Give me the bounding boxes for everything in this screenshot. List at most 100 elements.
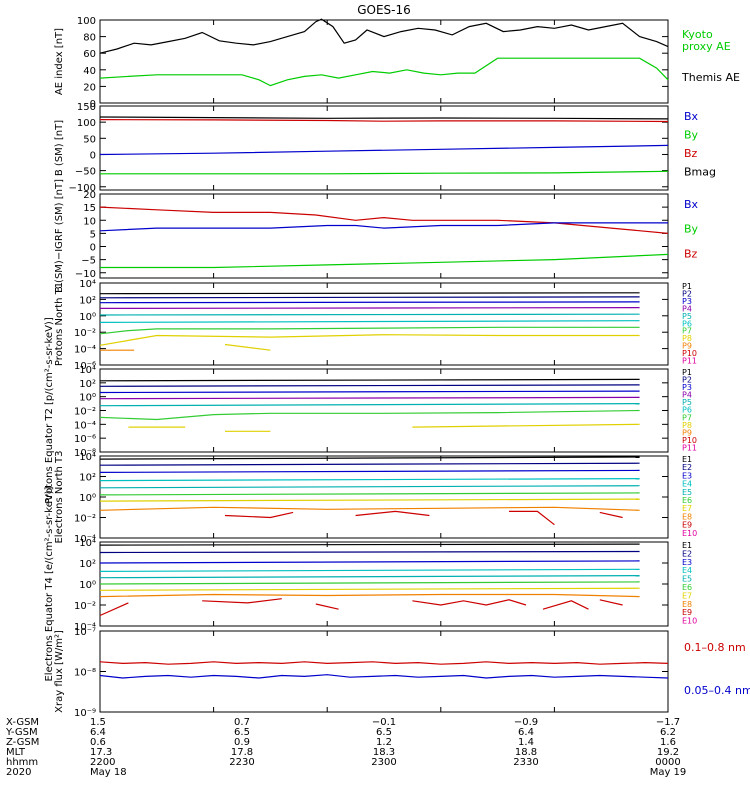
panel-frame	[99, 368, 669, 453]
xaxis-value: May 18	[90, 767, 127, 778]
series-line-by	[100, 170, 669, 175]
panel-7: 10⁻⁴ 10⁻² 10⁰ 10² 10⁴ Electrons Equator T4 [e…	[44, 486, 697, 681]
legend-label: proxy AE	[682, 40, 731, 53]
series-line-e1	[99, 456, 640, 460]
legend-label: Bx	[684, 110, 699, 123]
xaxis-value: 19.2	[657, 747, 679, 758]
y-tick-label: 10⁻⁸	[74, 668, 96, 679]
legend-label: E5	[682, 488, 692, 497]
legend-label: E6	[682, 583, 692, 592]
legend-label: P8	[682, 421, 692, 430]
y-tick-label: 5	[90, 229, 96, 240]
series-line-bmag	[99, 116, 669, 120]
xaxis-value: 2300	[371, 757, 396, 768]
y-tick-label: 0	[90, 243, 96, 254]
legend-label: P5	[682, 312, 692, 321]
xaxis-value: 2230	[229, 757, 254, 768]
y-tick-label: 10⁰	[79, 312, 96, 323]
y-tick-label: −10	[75, 269, 96, 280]
y-tick-label: 10⁻²	[74, 328, 96, 339]
legend-label: E7	[682, 504, 692, 513]
y-tick-label: 20	[83, 190, 96, 201]
series-line-e5	[99, 574, 640, 579]
legend-label: Themis AE	[681, 71, 740, 84]
legend-label: E3	[682, 558, 692, 567]
series-line-e9c	[315, 603, 339, 610]
y-tick-label: 10⁻²	[74, 514, 96, 525]
xaxis-value: 2330	[513, 757, 538, 768]
series-line-0-1-0-8-nm	[99, 661, 669, 665]
y-tick-label: 100	[77, 118, 96, 129]
series-line-themis-ae	[99, 57, 669, 87]
series-line-bz	[99, 119, 669, 123]
y-tick-label: −100	[69, 183, 96, 194]
xaxis-value: May 19	[650, 767, 687, 778]
legend-label: P1	[682, 368, 692, 377]
y-axis-label: Electrons North T3	[54, 450, 65, 543]
legend-label: P10	[682, 349, 697, 358]
y-tick-label: 10²	[79, 295, 96, 306]
series-line-e5	[99, 485, 640, 489]
legend-label: E10	[682, 617, 697, 626]
panel-frame	[99, 630, 669, 713]
y-tick-label: 10⁰	[79, 580, 96, 591]
legend-label: E3	[682, 471, 692, 480]
series-line-e9e	[542, 600, 589, 610]
legend-label: Bmag	[684, 166, 716, 179]
panel-frame	[99, 282, 669, 366]
legend-label: P7	[682, 327, 692, 336]
y-tick-label: 10⁰	[79, 393, 96, 404]
series-line-p3	[99, 390, 640, 394]
legend-label: P6	[682, 406, 692, 415]
legend-label: By	[684, 223, 699, 236]
xaxis-row-label: Y-GSM	[5, 727, 38, 738]
panel-frame	[99, 19, 669, 104]
series-line-e6	[99, 492, 640, 496]
series-line-proxy-ae	[99, 18, 669, 54]
y-tick-label: 0	[90, 99, 96, 110]
xaxis-value: 17.3	[90, 747, 112, 758]
xaxis-value: 18.8	[515, 747, 537, 758]
y-tick-label: 50	[83, 134, 96, 145]
legend-label: E4	[682, 480, 692, 489]
legend-label: P4	[682, 391, 692, 400]
series-line-p6	[99, 320, 640, 323]
xaxis-value: 1.2	[376, 737, 392, 748]
y-tick-label: 10⁻⁶	[74, 361, 96, 372]
y-tick-label: 10⁻⁸	[74, 448, 96, 459]
legend-label: P11	[682, 443, 697, 452]
panel-frame	[99, 193, 669, 279]
y-tick-label: 10⁻⁴	[74, 420, 96, 431]
legend-label: P3	[682, 383, 692, 392]
series-line-0-05-0-4-nm	[99, 674, 669, 679]
xaxis-row-label: X-GSM	[6, 717, 39, 728]
y-tick-label: 10²	[79, 473, 96, 484]
series-line-bx	[99, 222, 668, 232]
legend-label: P4	[682, 304, 692, 313]
y-tick-label: 60	[83, 49, 96, 60]
y-tick-label: 10⁻⁷	[74, 627, 96, 638]
series-line-e8	[99, 593, 640, 598]
legend-label: E2	[682, 549, 692, 558]
legend-label: 0.1–0.8 nm	[684, 641, 746, 654]
panel-frame	[99, 105, 669, 191]
legend-label: E4	[682, 566, 692, 575]
legend-label: P3	[682, 297, 692, 306]
legend-label: P11	[682, 357, 697, 366]
y-tick-label: 15	[83, 203, 96, 214]
series-line-p7c	[412, 423, 640, 428]
legend-label: Bz	[684, 147, 698, 160]
legend-label: By	[684, 129, 699, 142]
y-tick-label: 10⁴	[79, 452, 96, 463]
y-tick-label: 10	[83, 216, 96, 227]
series-line-p1	[99, 292, 640, 295]
series-line-p2	[99, 296, 640, 299]
legend-label: E7	[682, 591, 692, 600]
y-tick-label: 0	[90, 150, 96, 161]
y-axis-label: AE index [nT]	[54, 28, 65, 95]
y-tick-label: 10⁻⁴	[74, 534, 96, 545]
xaxis-value: −0.1	[372, 717, 396, 728]
y-axis-label: B (SM)−IGRF (SM) [nT]	[54, 179, 65, 293]
